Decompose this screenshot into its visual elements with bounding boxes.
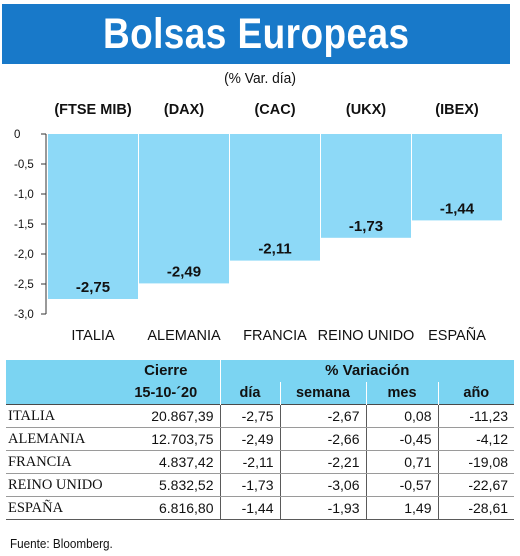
index-label: (CAC) xyxy=(254,102,295,118)
row-mes: -0,45 xyxy=(365,427,438,451)
row-ano: -11,23 xyxy=(437,404,515,428)
table-header-cierre: Cierre xyxy=(112,360,220,382)
bar xyxy=(139,134,229,284)
row-cierre: 4.837,42 xyxy=(112,450,220,474)
data-label: -2,49 xyxy=(167,263,201,280)
row-mes: 0,71 xyxy=(365,450,438,474)
row-semana: -3,06 xyxy=(279,473,366,497)
row-ano: -22,67 xyxy=(437,473,515,497)
row-name: REINO UNIDO xyxy=(6,473,112,497)
y-tick-label: 0 xyxy=(14,129,20,141)
source-note: Fuente: Bloomberg. xyxy=(10,536,113,551)
row-ano: -28,61 xyxy=(437,496,515,520)
table-header-ano: año xyxy=(437,382,515,405)
table-header-variacion: % Variación xyxy=(219,360,515,382)
table-row: FRANCIA 4.837,42 -2,11 -2,21 0,71 -19,08 xyxy=(6,450,515,474)
chart-title: Bolsas Europeas xyxy=(102,9,410,58)
bar xyxy=(230,134,320,261)
y-tick-label: -2,0 xyxy=(14,249,34,261)
index-label: (FTSE MIB) xyxy=(54,102,131,118)
table-header-row: Cierre % Variación xyxy=(6,360,515,382)
row-cierre: 20.867,39 xyxy=(112,404,220,428)
index-label: (IBEX) xyxy=(435,102,479,118)
row-semana: -2,67 xyxy=(279,404,366,428)
y-tick-label: -0,5 xyxy=(14,159,34,171)
bar xyxy=(48,134,138,299)
table-row: ITALIA 20.867,39 -2,75 -2,67 0,08 -11,23 xyxy=(6,404,515,428)
title-banner: Bolsas Europeas xyxy=(2,4,510,64)
table-header-dia: día xyxy=(219,382,280,405)
bar xyxy=(321,134,411,238)
y-tick-label: -1,5 xyxy=(14,219,34,231)
row-cierre: 6.816,80 xyxy=(112,496,220,520)
row-name: ITALIA xyxy=(6,404,112,428)
category-label: ALEMANIA xyxy=(147,328,221,344)
row-name: FRANCIA xyxy=(6,450,112,474)
table-subheader-blank xyxy=(6,382,112,405)
row-dia: -1,73 xyxy=(219,473,280,497)
data-label: -2,11 xyxy=(258,241,291,258)
row-semana: -2,21 xyxy=(279,450,366,474)
table-row: ALEMANIA 12.703,75 -2,49 -2,66 -0,45 -4,… xyxy=(6,427,515,451)
row-ano: -19,08 xyxy=(437,450,515,474)
row-cierre: 12.703,75 xyxy=(112,427,220,451)
row-dia: -2,49 xyxy=(219,427,280,451)
row-semana: -2,66 xyxy=(279,427,366,451)
row-cierre: 5.832,52 xyxy=(112,473,220,497)
table-header-blank xyxy=(6,360,112,382)
table-header-semana: semana xyxy=(279,382,366,405)
bar-chart-svg: (FTSE MIB) (DAX) (CAC) (UKX) (IBEX) -2,75 ITAL… xyxy=(14,102,502,344)
table-subheader-row: 15-10-´20 día semana mes año xyxy=(6,382,515,405)
row-dia: -2,11 xyxy=(219,450,280,474)
table-header-mes: mes xyxy=(365,382,438,405)
row-dia: -1,44 xyxy=(219,496,280,520)
category-label: ESPAÑA xyxy=(428,327,486,344)
table-row: ESPAÑA 6.816,80 -1,44 -1,93 1,49 -28,61 xyxy=(6,496,515,520)
row-name: ALEMANIA xyxy=(6,427,112,451)
data-label: -1,73 xyxy=(349,218,383,235)
table-header-date: 15-10-´20 xyxy=(112,382,220,405)
index-label: (UKX) xyxy=(346,102,386,118)
data-label: -1,44 xyxy=(440,200,475,217)
bar xyxy=(412,134,502,221)
table-row: REINO UNIDO 5.832,52 -1,73 -3,06 -0,57 -… xyxy=(6,473,515,497)
row-dia: -2,75 xyxy=(219,404,280,428)
row-semana: -1,93 xyxy=(279,496,366,520)
category-label: ITALIA xyxy=(71,328,115,344)
row-mes: 0,08 xyxy=(365,404,438,428)
bar-chart: (FTSE MIB) (DAX) (CAC) (UKX) (IBEX) -2,75 ITAL… xyxy=(0,92,520,354)
index-label: (DAX) xyxy=(164,102,204,118)
category-label: REINO UNIDO xyxy=(318,328,415,344)
row-mes: -0,57 xyxy=(365,473,438,497)
row-ano: -4,12 xyxy=(437,427,515,451)
market-table: Cierre % Variación 15-10-´20 día semana … xyxy=(6,360,515,520)
y-tick-label: -3,0 xyxy=(14,309,34,321)
y-tick-label: -1,0 xyxy=(14,189,34,201)
chart-subtitle: (% Var. día) xyxy=(224,70,296,87)
category-label: FRANCIA xyxy=(243,328,307,344)
row-mes: 1,49 xyxy=(365,496,438,520)
row-name: ESPAÑA xyxy=(6,496,112,520)
data-label: -2,75 xyxy=(76,279,110,296)
y-tick-label: -2,5 xyxy=(14,279,34,291)
